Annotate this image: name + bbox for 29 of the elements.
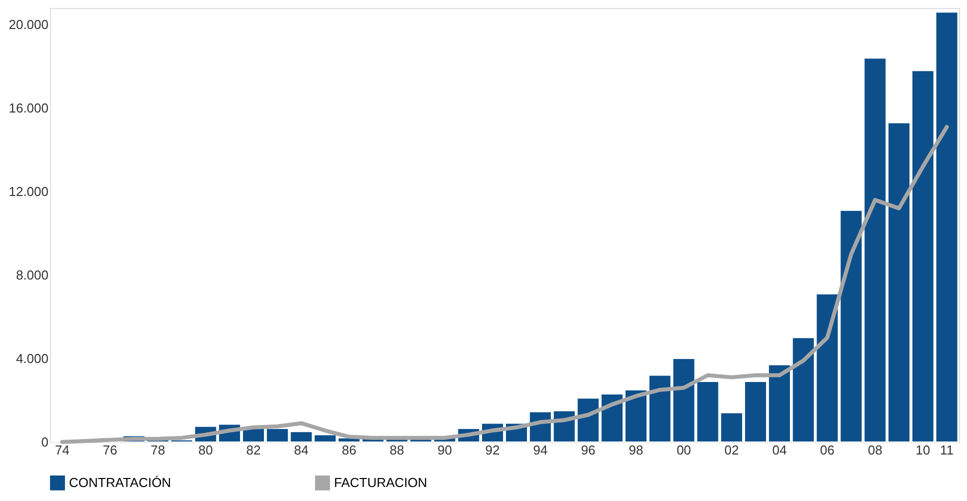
x-tick-label: 74 bbox=[54, 442, 70, 458]
x-tick-label: 08 bbox=[868, 442, 882, 458]
x-tick-label: 90 bbox=[437, 442, 452, 458]
x-tick-label: 84 bbox=[294, 442, 309, 458]
x-tick-label: 86 bbox=[342, 442, 356, 458]
x-tick-label: 96 bbox=[580, 442, 596, 458]
x-tick-label: 00 bbox=[676, 442, 692, 458]
y-tick-label: 4.000 bbox=[16, 351, 48, 366]
legend-label: FACTURACION bbox=[334, 474, 428, 490]
x-tick-label: 10 bbox=[916, 442, 930, 458]
x-tick-label: 80 bbox=[198, 442, 213, 458]
line-series bbox=[60, 124, 949, 444]
legend-label: CONTRATACIÓN bbox=[69, 474, 172, 490]
x-tick-label: 78 bbox=[150, 442, 166, 458]
x-tick-label: 06 bbox=[820, 442, 834, 458]
x-tick-label: 82 bbox=[246, 442, 261, 458]
x-tick-label: 76 bbox=[102, 442, 118, 458]
x-tick-label: 11 bbox=[940, 442, 954, 458]
y-tick-label: 20.000 bbox=[8, 17, 48, 32]
x-tick-label: 98 bbox=[628, 442, 644, 458]
x-tick-label: 04 bbox=[772, 442, 787, 458]
y-tick-label: 16.000 bbox=[8, 100, 48, 116]
x-tick-label: 02 bbox=[724, 442, 739, 458]
y-tick-label: 12.000 bbox=[8, 184, 48, 200]
y-tick-label: 0 bbox=[41, 434, 48, 450]
x-tick-label: 88 bbox=[390, 442, 404, 458]
x-tick-label: 94 bbox=[533, 442, 548, 458]
x-tick-label: 92 bbox=[485, 442, 500, 458]
y-tick-label: 8.000 bbox=[16, 268, 48, 283]
